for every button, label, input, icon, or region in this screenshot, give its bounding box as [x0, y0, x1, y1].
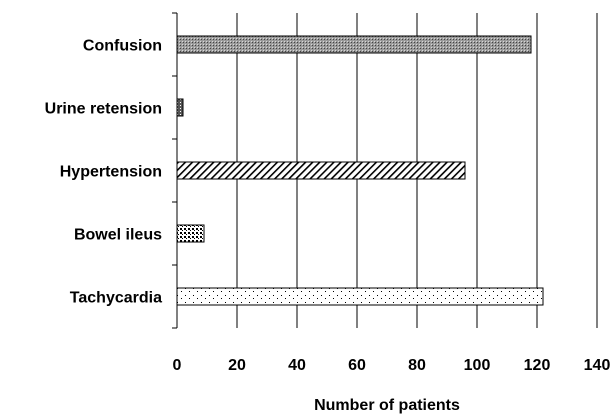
x-tick-label: 60	[348, 357, 366, 374]
category-label: Tachycardia	[70, 290, 162, 307]
category-labels: Confusion Urine retension Hypertension Bowe…	[45, 38, 162, 307]
x-tick-label: 20	[228, 357, 246, 374]
bars	[176, 35, 544, 306]
x-tick-label: 40	[288, 357, 306, 374]
x-tick-label: 120	[524, 357, 551, 374]
x-axis-title: Number of patients	[314, 397, 460, 414]
category-label: Urine retension	[45, 101, 162, 118]
x-tick-label: 80	[408, 357, 426, 374]
axes	[172, 12, 178, 329]
x-tick-label: 0	[173, 357, 182, 374]
category-label: Confusion	[83, 38, 162, 55]
bar-bowel-ileus	[176, 224, 205, 243]
bar-urine-retension	[176, 98, 184, 117]
category-label: Hypertension	[60, 164, 162, 181]
category-label: Bowel ileus	[74, 227, 162, 244]
x-tick-label: 100	[464, 357, 491, 374]
x-tick-label: 140	[584, 357, 611, 374]
x-tick-labels: 0 20 40 60 80 100 120 140	[173, 357, 611, 374]
bar-tachycardia	[176, 287, 544, 306]
bar-confusion	[176, 35, 532, 54]
bar-hypertension	[176, 161, 466, 180]
